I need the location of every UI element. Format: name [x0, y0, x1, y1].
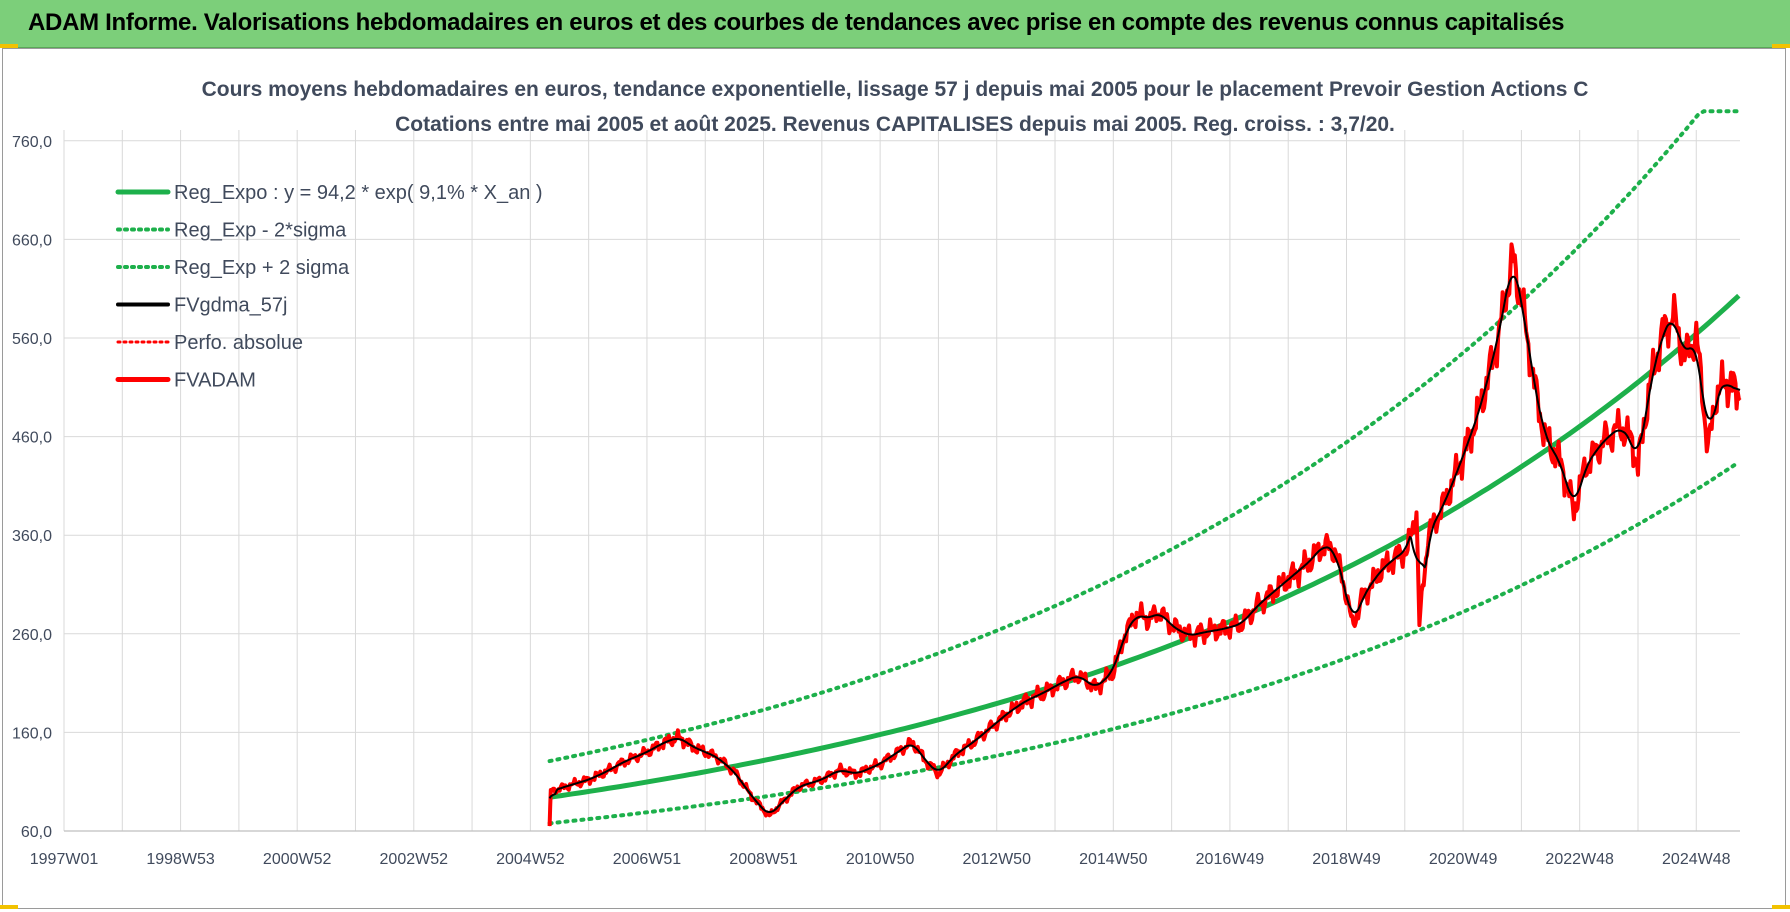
x-tick-label: 2002W52: [380, 851, 449, 868]
x-tick-label: 2008W51: [729, 851, 798, 868]
y-tick-label: 160,0: [12, 725, 52, 742]
chart-title-line1: Cours moyens hebdomadaires en euros, ten…: [202, 78, 1589, 101]
legend-label: Reg_Expo : y = 94,2 * exp( 9,1% * X_an ): [174, 182, 543, 204]
fvgdma-57j-line: [548, 275, 1741, 813]
y-tick-label: 260,0: [12, 627, 52, 644]
legend-label: FVgdma_57j: [174, 295, 287, 317]
legend-label: Reg_Exp + 2 sigma: [174, 257, 350, 279]
chart-title-line2: Cotations entre mai 2005 et août 2025. R…: [395, 113, 1395, 136]
y-tick-label: 60,0: [21, 824, 52, 841]
legend-label: FVADAM: [174, 370, 256, 392]
corner-marker: [1772, 44, 1790, 48]
y-tick-label: 360,0: [12, 528, 52, 545]
y-tick-labels: 60,0 160,0 260,0 360,0 460,0 560,0 660,0 760,0: [12, 134, 52, 841]
corner-marker: [0, 44, 18, 48]
series-group: [547, 109, 1742, 827]
reg-expo-line: [549, 293, 1741, 800]
x-tick-label: 1998W53: [146, 851, 215, 868]
legend-label: Perfo. absolue: [174, 332, 303, 354]
x-tick-label: 2006W51: [613, 851, 682, 868]
x-tick-label: 1997W01: [30, 851, 99, 868]
x-tick-label: 2012W50: [962, 851, 1031, 868]
x-tick-label: 2020W49: [1429, 851, 1498, 868]
y-tick-label: 660,0: [12, 232, 52, 249]
x-tick-label: 2024W48: [1662, 851, 1731, 868]
report-banner: ADAM Informe. Valorisations hebdomadaire…: [0, 0, 1790, 48]
banner-title: ADAM Informe. Valorisations hebdomadaire…: [28, 9, 1565, 36]
x-tick-label: 2010W50: [846, 851, 915, 868]
x-tick-labels: 1997W01 1998W53 2000W52 2002W52 2004W52 2006W…: [30, 851, 1731, 868]
y-tick-label: 560,0: [12, 331, 52, 348]
chart-legend: Reg_Expo : y = 94,2 * exp( 9,1% * X_an )…: [115, 182, 543, 392]
y-tick-label: 460,0: [12, 430, 52, 447]
reg-lower-line: [547, 460, 1741, 826]
corner-marker: [0, 905, 18, 909]
chart-frame: [2, 48, 1786, 909]
x-tick-label: 2014W50: [1079, 851, 1148, 868]
grid-lines: [63, 130, 1740, 832]
perfo-absolue-line: [549, 244, 1741, 827]
x-tick-label: 2022W48: [1545, 851, 1614, 868]
corner-marker: [1772, 905, 1790, 909]
y-tick-label: 760,0: [12, 134, 52, 151]
legend-label: Reg_Exp - 2*sigma: [174, 220, 347, 242]
x-tick-label: 2018W49: [1312, 851, 1381, 868]
x-tick-label: 2004W52: [496, 851, 565, 868]
x-tick-label: 2016W49: [1196, 851, 1265, 868]
reg-upper-line: [547, 109, 1741, 764]
x-tick-label: 2000W52: [263, 851, 332, 868]
